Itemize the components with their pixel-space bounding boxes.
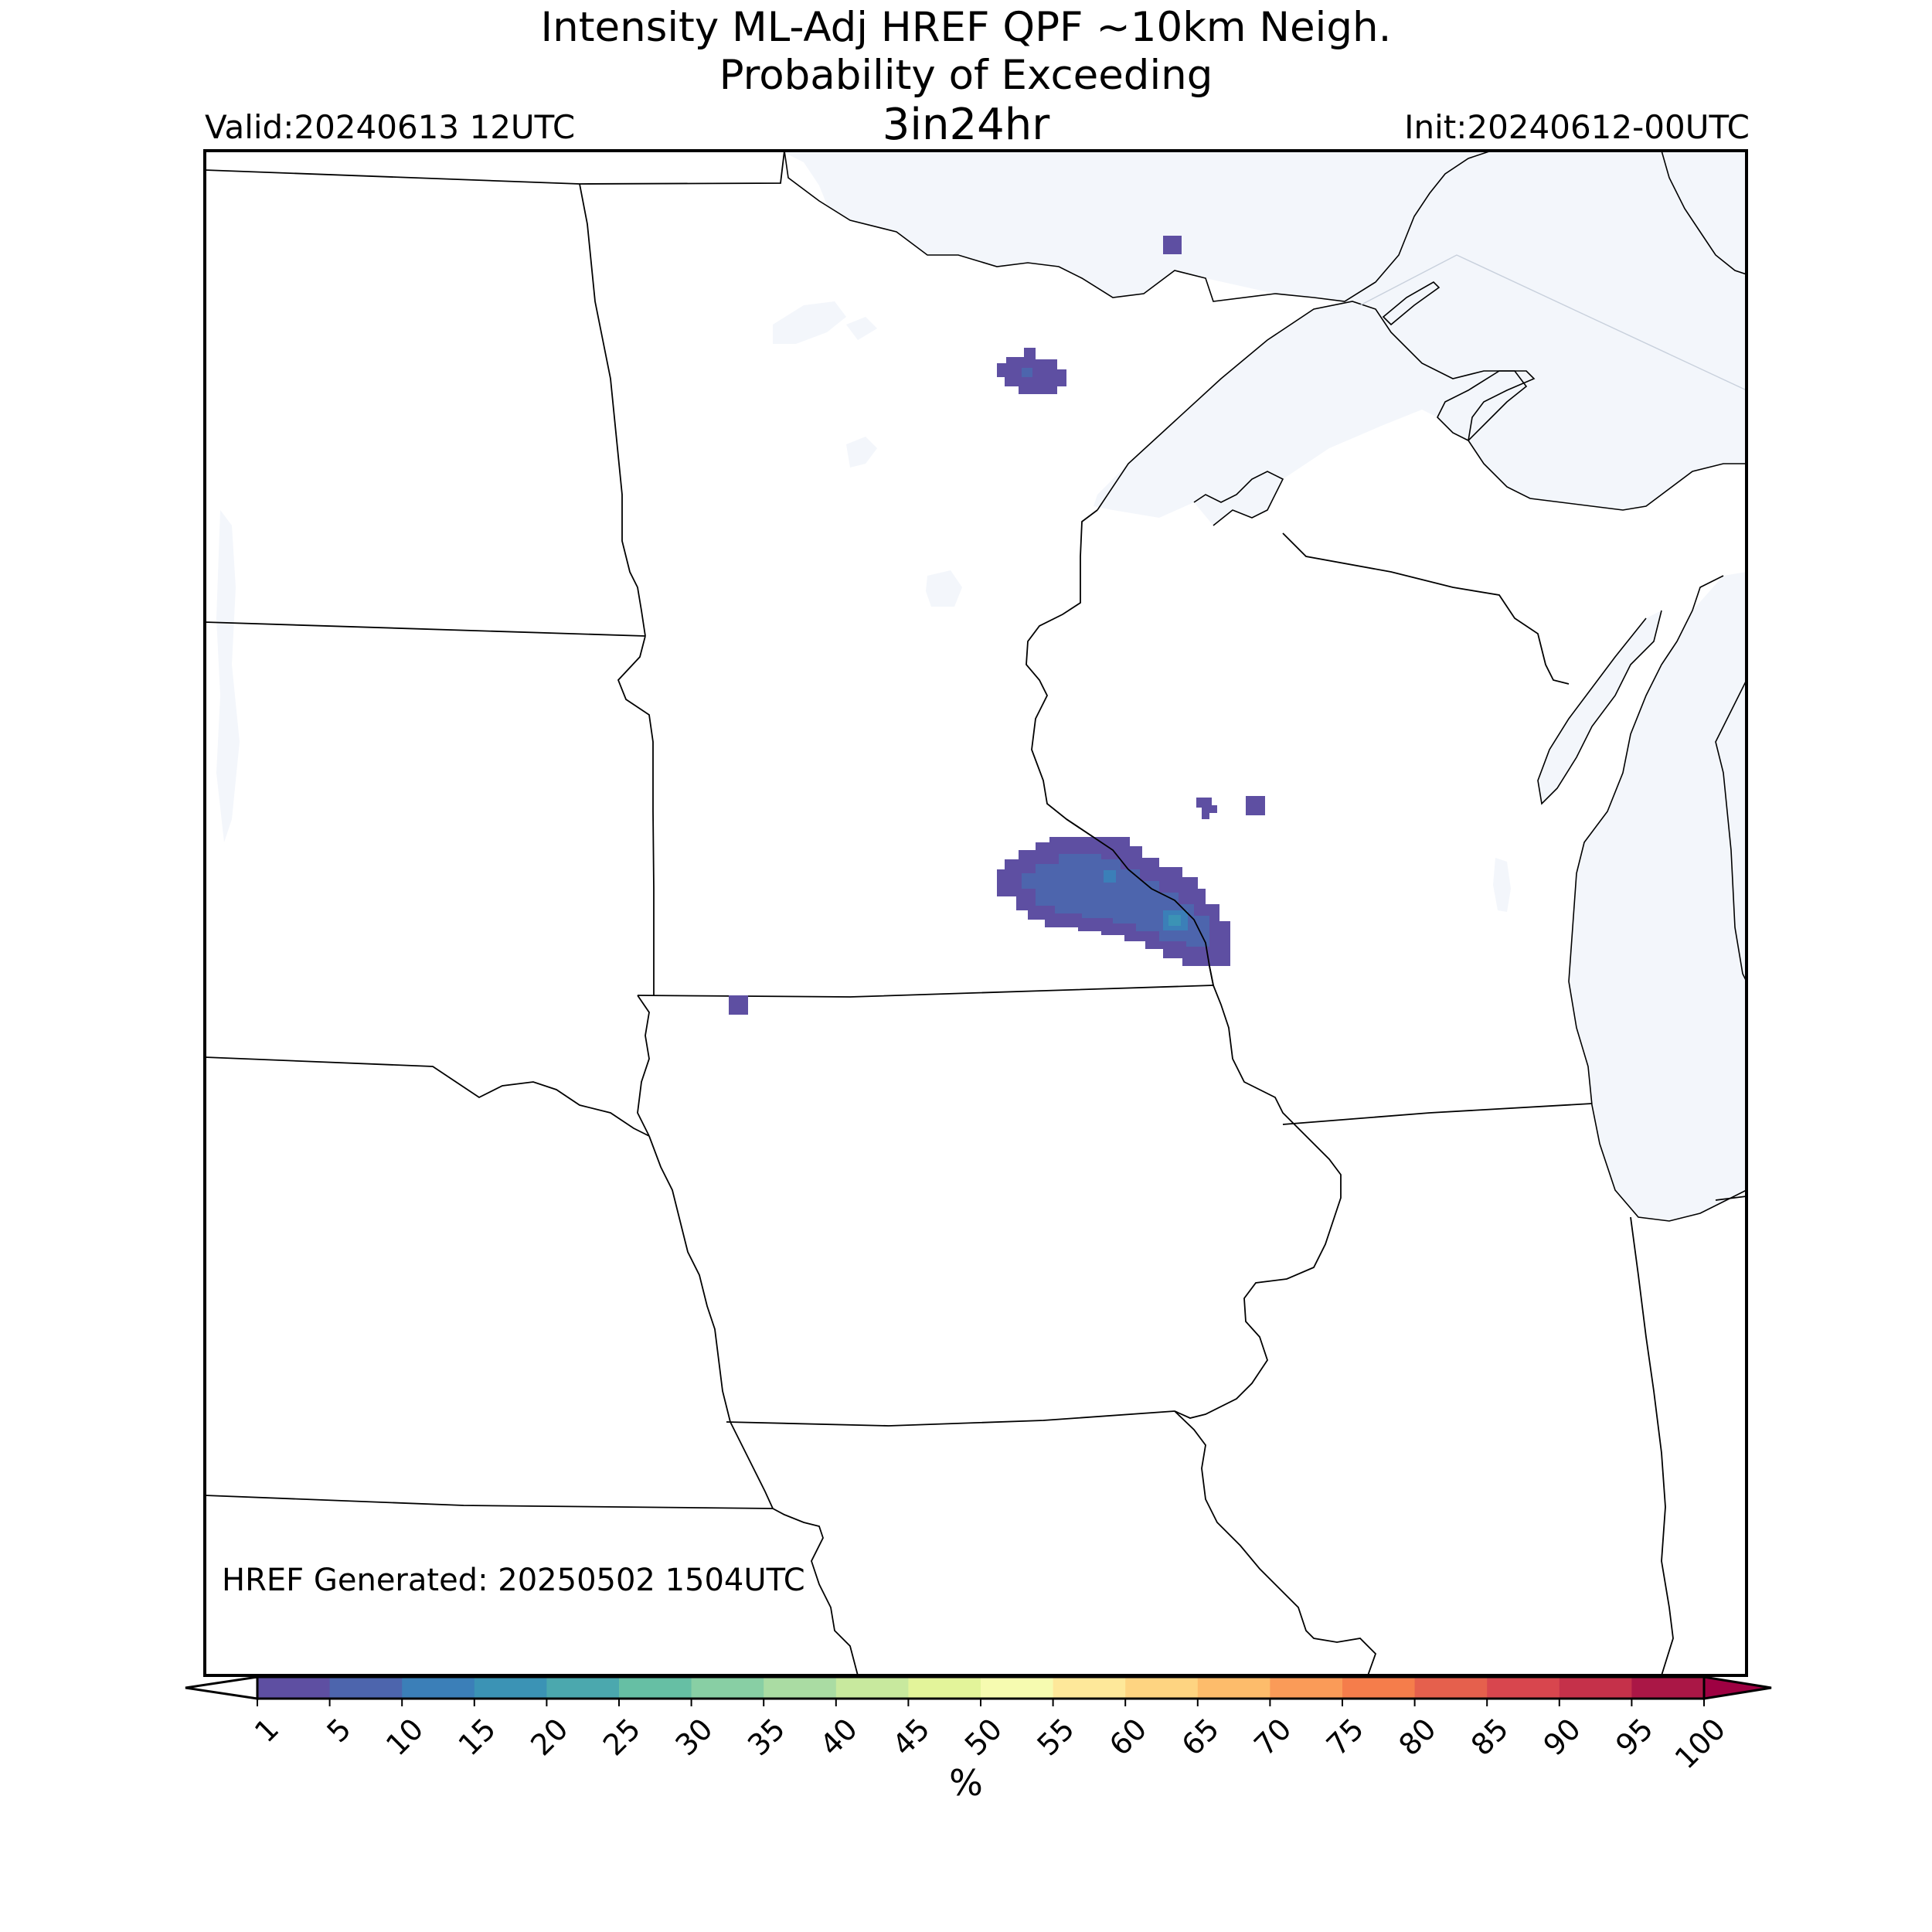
keweenaw-peninsula (1437, 370, 1536, 442)
colorbar-segment (1197, 1677, 1270, 1699)
colorbar-segment (474, 1677, 547, 1699)
lake-superior-north-shore (784, 151, 1492, 302)
valid-time-label: Valid:20240613 12UTC (205, 108, 576, 146)
colorbar-tick-label: 35 (741, 1712, 791, 1762)
border-illinois-indiana (1630, 1216, 1674, 1675)
colorbar-segment (402, 1677, 475, 1699)
border-south-dakota-minnesota (617, 635, 655, 995)
border-nebraska-kansas (205, 1495, 774, 1509)
border-illinois-missouri (1174, 1410, 1377, 1675)
colorbar-segment (1559, 1677, 1632, 1699)
border-north-dakota-minnesota (579, 183, 646, 637)
colorbar-segment (835, 1677, 909, 1699)
lake-michigan-west-shore (1568, 575, 1747, 1222)
lake-superior-south-shore (1097, 301, 1747, 511)
colorbar-tick-label: 40 (814, 1712, 864, 1762)
colorbar-tick-label: 85 (1464, 1712, 1515, 1762)
border-wisconsin-michigan-up (1282, 532, 1570, 685)
lake-superior (781, 151, 1747, 526)
border-iowa-nebraska (648, 1135, 731, 1423)
border-indiana-michigan (1715, 1196, 1747, 1201)
border-iowa-missouri (726, 1410, 1175, 1427)
colorbar-tick-label: 5 (321, 1712, 358, 1749)
green-bay (1538, 611, 1662, 804)
border-michigan-ontario-water (1359, 254, 1747, 391)
water-bodies (216, 151, 1747, 1221)
border-minnesota-wisconsin-overlay (1066, 818, 1214, 986)
apostle-islands-shore (1193, 471, 1284, 526)
colorbar-tick-label: 30 (668, 1712, 719, 1762)
lake-winnebago (1493, 858, 1511, 912)
mille-lacs-lake (926, 570, 962, 607)
border-iowa-wisconsin-illinois (1174, 985, 1342, 1419)
colorbar-tick-label: 55 (1030, 1712, 1080, 1762)
door-peninsula-shore (1715, 679, 1747, 982)
border-canada-north-dakota (205, 151, 785, 185)
colorbar-segment (1487, 1677, 1560, 1699)
colorbar-tick-label: 90 (1537, 1712, 1587, 1762)
minnesota-wisconsin-blob-core-a (1104, 870, 1116, 883)
border-north-dakota-south-dakota (205, 621, 646, 637)
lake-of-the-woods-area (773, 301, 846, 344)
colorbar-tick-label: 95 (1609, 1712, 1659, 1762)
green-bay-shore (1537, 610, 1662, 805)
colorbar-tick-label: 80 (1392, 1712, 1442, 1762)
colorbar-over-arrow (1702, 1675, 1772, 1700)
isle-royale (1382, 281, 1440, 326)
colorbar-segment (329, 1677, 403, 1699)
map-frame (203, 149, 1748, 1677)
threshold-label: 3in24hr (882, 100, 1050, 150)
lake-superior-east-shore (1661, 151, 1747, 275)
colorbar-segment (1414, 1677, 1488, 1699)
colorbar-tick-label: 25 (597, 1712, 647, 1762)
minnesota-wisconsin-blob-core-c (1168, 915, 1181, 926)
wisconsin-pixel-east (1246, 796, 1265, 815)
colorbar-tick-label: 70 (1247, 1712, 1298, 1762)
colorbar-tick-label: 45 (886, 1712, 936, 1762)
lake-michigan (1569, 572, 1747, 1221)
leech-lake (846, 437, 877, 468)
colorbar-unit-label: % (949, 1762, 983, 1804)
border-south-dakota-iowa (637, 995, 650, 1137)
colorbar-tick-label: 10 (379, 1712, 430, 1762)
colorbar-segment (981, 1677, 1054, 1699)
border-nebraska-missouri-river (730, 1421, 859, 1675)
wisconsin-pixel-west (1196, 798, 1217, 819)
colorbar-tick-label: 75 (1320, 1712, 1370, 1762)
init-time-label: Init:20240612-00UTC (1404, 108, 1750, 146)
minnesota-wisconsin-blob-inner (1022, 854, 1209, 947)
colorbar-segment (619, 1677, 692, 1699)
iowa-north-pixel (729, 995, 748, 1015)
lake-superior-north-pixel (1163, 236, 1182, 254)
colorbar-tick-label: 60 (1103, 1712, 1153, 1762)
colorbar-tick-label: 20 (524, 1712, 574, 1762)
border-south-dakota-nebraska (205, 1056, 650, 1137)
colorbar-segment (1631, 1677, 1705, 1699)
colorbar-segment (1270, 1677, 1343, 1699)
colorbar-segment (1053, 1677, 1126, 1699)
chart-title: Intensity ML-Adj HREF QPF ~10km Neigh. (540, 4, 1392, 51)
colorbar-tick-label: 50 (958, 1712, 1009, 1762)
coastlines (784, 151, 1747, 1222)
red-lake (846, 317, 877, 340)
colorbar-segment (257, 1677, 331, 1699)
colorbar-segment (764, 1677, 837, 1699)
colorbar-tick-label: 15 (452, 1712, 502, 1762)
colorbar-segment (1125, 1677, 1199, 1699)
probability-shading (729, 236, 1265, 1015)
chart-subtitle: Probability of Exceeding (719, 52, 1213, 99)
colorbar-segment (1342, 1677, 1416, 1699)
minnesota-north-blob-core (1022, 368, 1032, 377)
colorbar-segment (691, 1677, 764, 1699)
colorbar-tick-label: 1 (248, 1712, 285, 1749)
colorbar-tick-label: 65 (1175, 1712, 1226, 1762)
colorbar-under-arrow (185, 1675, 259, 1700)
colorbar-segment (908, 1677, 981, 1699)
border-wisconsin-illinois (1282, 1103, 1593, 1125)
generated-timestamp: HREF Generated: 20250502 1504UTC (222, 1563, 805, 1598)
colorbar-segment (546, 1677, 620, 1699)
minnesota-river-area (216, 510, 240, 842)
